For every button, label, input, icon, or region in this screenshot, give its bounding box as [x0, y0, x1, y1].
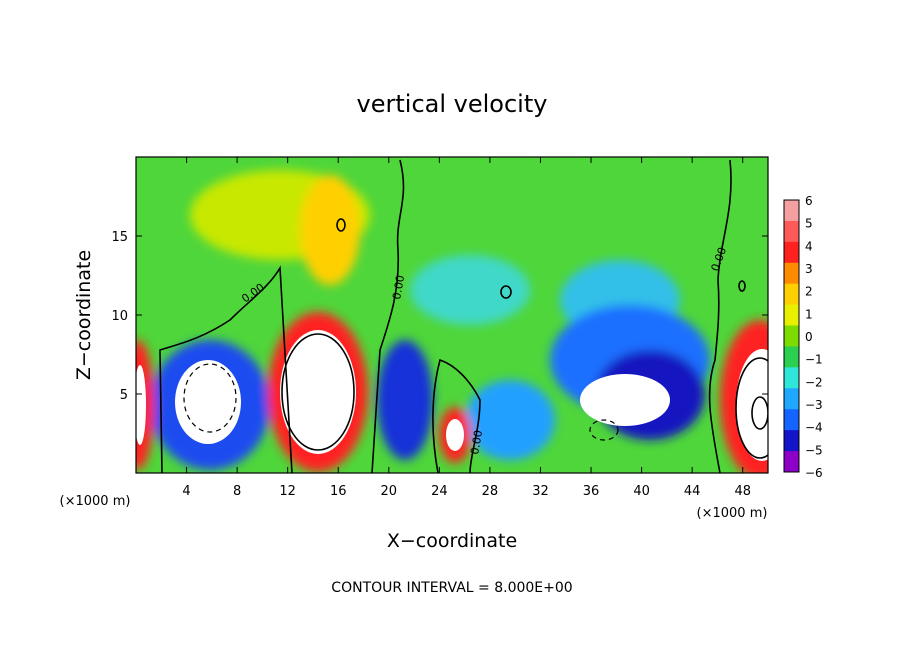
contour-lines — [159, 159, 768, 473]
x-tick-label: 36 — [583, 484, 600, 499]
colorbar-swatch — [784, 200, 799, 222]
field-small-core — [446, 419, 464, 451]
contour-label: 0.00 — [468, 429, 485, 455]
x-tick-label: 40 — [633, 484, 650, 499]
field-mid-cyan — [410, 255, 530, 325]
contour-line — [500, 285, 512, 299]
colorbar-swatch — [784, 262, 799, 285]
contour-line — [432, 358, 481, 473]
contour-line — [735, 357, 768, 459]
colorbar-tick-label: 5 — [805, 217, 813, 231]
contour-line-negative — [183, 363, 237, 433]
field-right-updraft-core — [736, 349, 768, 461]
x-tick-label: 12 — [279, 484, 296, 499]
colorbar-tick-label: 3 — [805, 262, 813, 276]
contour-line — [371, 159, 405, 473]
y-axis: 5 10 15 — [111, 230, 768, 403]
colorbar-tick-label: 4 — [805, 239, 813, 253]
contour-label: 0.00 — [390, 274, 407, 300]
contour-interval-note: CONTOUR INTERVAL = 8.000E+00 — [331, 580, 572, 596]
x-tick-label: 44 — [684, 484, 701, 499]
x-tick-label: 4 — [182, 484, 190, 499]
colorbar-tick-label: 2 — [805, 285, 813, 299]
contour-line-negative — [589, 419, 619, 441]
x-axis-label: X−coordinate — [387, 530, 517, 552]
x-tick-label: 16 — [330, 484, 347, 499]
x-unit-left: (×1000 m) — [60, 494, 131, 509]
field-upper-orange — [300, 175, 360, 285]
colorbar-tick-label: −1 — [805, 353, 823, 367]
colorbar: 6 5 4 3 2 1 0 −1 −2 −3 −4 −5 −6 — [784, 194, 823, 480]
colorbar-swatch — [784, 283, 799, 306]
contour-line — [159, 265, 293, 473]
colorbar-tick-label: −5 — [805, 443, 823, 457]
colorbar-tick-label: 6 — [805, 194, 813, 208]
field-updraft-core — [280, 330, 356, 454]
colorbar-swatch — [784, 220, 799, 243]
chart-title: vertical velocity — [357, 90, 548, 118]
x-tick-label: 20 — [381, 484, 398, 499]
heatmap-field — [136, 157, 768, 473]
colorbar-swatch — [784, 451, 799, 473]
contour-line — [751, 396, 768, 430]
field-center-lightblue — [465, 380, 555, 460]
y-tick-label: 15 — [111, 230, 128, 245]
contour-line — [281, 333, 355, 451]
y-axis-label: Z−coordinate — [73, 250, 95, 380]
x-axis: 4 8 12 16 20 24 28 32 36 40 44 48 — [182, 157, 751, 499]
colorbar-swatch — [784, 367, 799, 389]
x-tick-label: 48 — [734, 484, 751, 499]
contour-line — [336, 218, 346, 232]
colorbar-frame — [783, 199, 800, 473]
colorbar-tick-label: −6 — [805, 466, 823, 480]
x-tick-label: 28 — [482, 484, 499, 499]
colorbar-swatch — [784, 325, 799, 347]
x-unit-right: (×1000 m) — [697, 506, 768, 521]
colorbar-tick-label: −2 — [805, 375, 823, 389]
colorbar-swatch — [784, 388, 799, 410]
field-downdraft-core — [175, 360, 241, 444]
colorbar-swatch — [784, 430, 799, 452]
colorbar-swatch — [784, 346, 799, 368]
contour-line — [708, 159, 732, 473]
y-tick-label: 10 — [111, 309, 128, 324]
contour-dashed — [183, 363, 619, 441]
y-tick-label: 5 — [120, 388, 128, 403]
colorbar-tick-label: −4 — [805, 421, 823, 435]
field-right-core — [580, 374, 670, 426]
colorbar-swatch — [784, 409, 799, 431]
x-tick-label: 8 — [233, 484, 241, 499]
field-left-core — [136, 365, 146, 445]
colorbar-tick-label: 0 — [805, 330, 813, 344]
colorbar-tick-label: 1 — [805, 307, 813, 321]
x-tick-label: 32 — [532, 484, 549, 499]
contour-line — [738, 280, 746, 292]
field-center-blue — [377, 340, 433, 460]
colorbar-swatch — [784, 241, 799, 264]
colorbar-tick-label: −3 — [805, 398, 823, 412]
x-tick-label: 24 — [431, 484, 448, 499]
colorbar-swatch — [784, 304, 799, 327]
